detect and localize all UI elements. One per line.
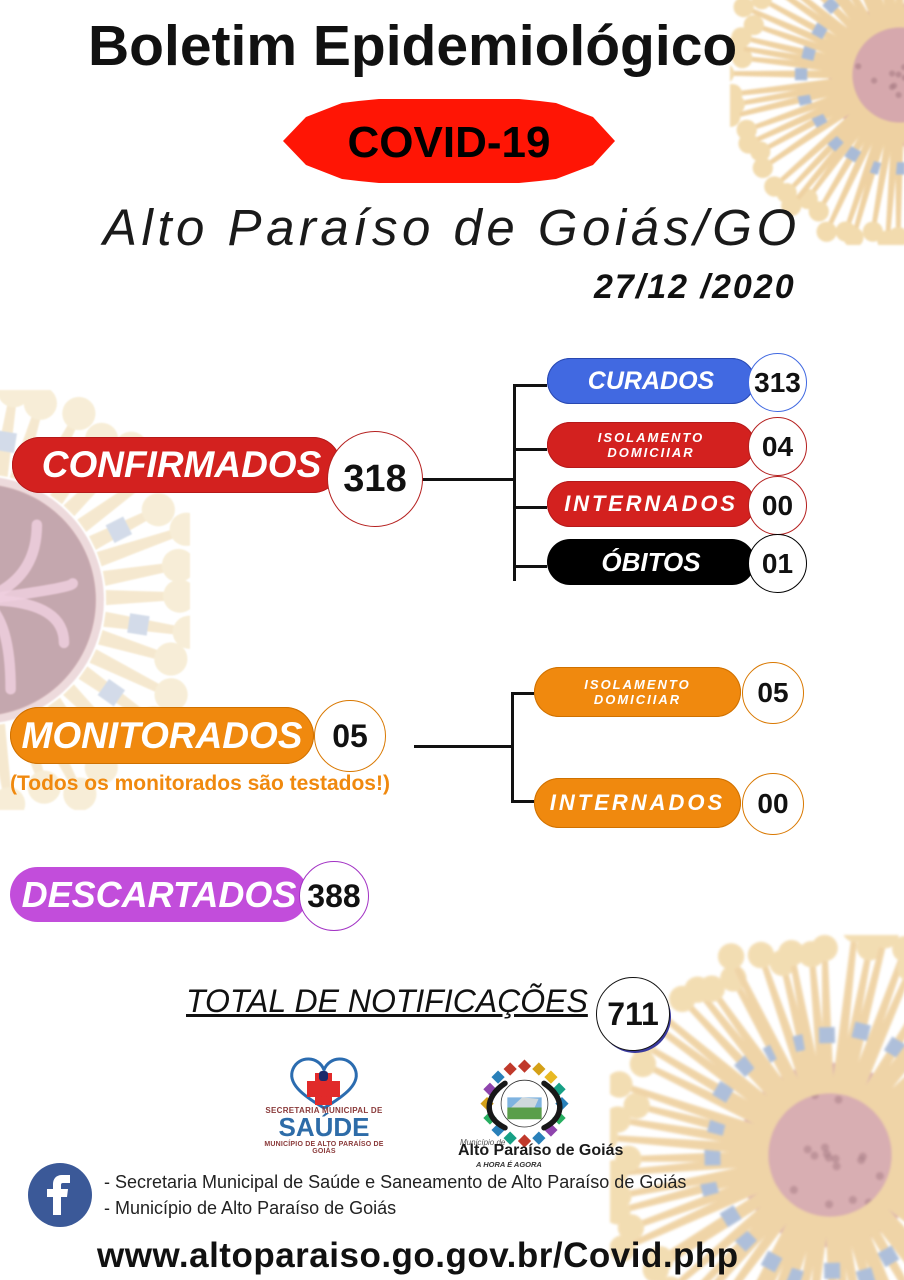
svg-text:COVID-19: COVID-19 bbox=[348, 118, 551, 167]
